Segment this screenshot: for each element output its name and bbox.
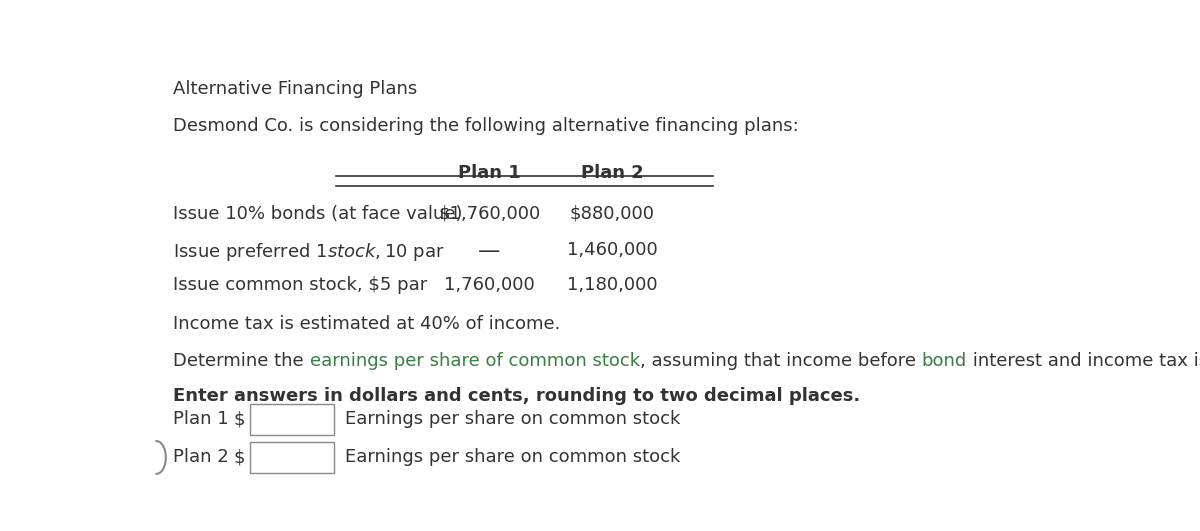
Text: $: $ [233, 410, 245, 429]
Text: Plan 2: Plan 2 [173, 449, 229, 466]
Text: Desmond Co. is considering the following alternative financing plans:: Desmond Co. is considering the following… [173, 117, 799, 135]
Text: , assuming that income before: , assuming that income before [640, 352, 922, 370]
Text: 1,460,000: 1,460,000 [566, 241, 658, 259]
Text: Issue preferred $1 stock, $10 par: Issue preferred $1 stock, $10 par [173, 241, 445, 263]
Text: Plan 1: Plan 1 [173, 410, 229, 429]
Text: interest and income tax is $528,000.: interest and income tax is $528,000. [967, 352, 1200, 370]
Text: Determine the: Determine the [173, 352, 310, 370]
Text: —: — [479, 241, 500, 261]
Text: Income tax is estimated at 40% of income.: Income tax is estimated at 40% of income… [173, 315, 560, 333]
Text: Earnings per share on common stock: Earnings per share on common stock [346, 410, 680, 429]
Text: earnings per share of common stock: earnings per share of common stock [310, 352, 640, 370]
Text: Plan 1: Plan 1 [458, 164, 521, 182]
Text: $1,760,000: $1,760,000 [438, 205, 540, 223]
Text: $880,000: $880,000 [570, 205, 655, 223]
Text: Plan 2: Plan 2 [581, 164, 643, 182]
Text: Issue common stock, $5 par: Issue common stock, $5 par [173, 276, 427, 294]
Text: Alternative Financing Plans: Alternative Financing Plans [173, 80, 418, 98]
Text: Earnings per share on common stock: Earnings per share on common stock [346, 449, 680, 466]
FancyBboxPatch shape [251, 404, 334, 434]
Text: 1,180,000: 1,180,000 [566, 276, 658, 294]
Text: $: $ [233, 449, 245, 466]
Text: Issue 10% bonds (at face value): Issue 10% bonds (at face value) [173, 205, 463, 223]
Text: bond: bond [922, 352, 967, 370]
FancyBboxPatch shape [251, 442, 334, 473]
Text: 1,760,000: 1,760,000 [444, 276, 535, 294]
Text: Enter answers in dollars and cents, rounding to two decimal places.: Enter answers in dollars and cents, roun… [173, 387, 860, 405]
